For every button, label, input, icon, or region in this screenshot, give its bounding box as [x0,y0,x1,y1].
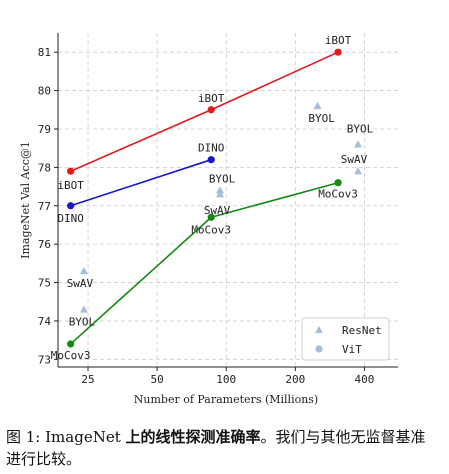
x-tick-label: 25 [81,373,94,386]
caption-suffix: 。我们与其他无监督基准进行比较。 [6,428,426,468]
point-label: MoCov3 [191,223,231,236]
point-label: DINO [57,212,84,225]
legend-marker-triangle [315,326,323,333]
point-label: SwAV [341,153,368,166]
x-tick-label: 50 [151,373,164,386]
figure-caption: 图 1: ImageNet 上的线性探测准确率。我们与其他无监督基准进行比较。 [6,426,436,470]
data-point-mocov3 [67,340,75,348]
y-tick-label: 79 [38,123,51,136]
point-label: MoCov3 [318,188,358,201]
resnet-point [354,140,363,148]
data-point-dino [67,202,75,210]
axes [54,33,398,371]
legend-marker-circle [315,345,323,353]
y-tick-label: 76 [38,238,51,251]
point-label: BYOL [308,112,335,125]
y-tick-label: 81 [38,46,51,59]
point-label: DINO [198,142,225,155]
chart: iBOT iBOT iBOT DINO DINO MoCov3 MoCov3 MoCov3 Sw… [19,33,398,406]
resnet-point [79,266,88,275]
y-tick-label: 78 [38,161,51,174]
data-points [67,48,363,348]
resnet-point [313,101,322,110]
point-label: iBOT [198,92,225,105]
data-point-ibot [334,48,342,56]
point-label: SwAV [67,277,94,290]
y-axis-label: ImageNet Val Acc@1 [19,141,32,259]
point-label: BYOL [347,122,374,135]
y-tick-label: 80 [38,85,51,98]
legend: ResNet ViT [301,317,390,361]
data-point-ibot [207,106,215,114]
legend-label: ResNet [342,324,382,337]
y-tick-label: 75 [38,277,51,290]
caption-prefix: 图 1: ImageNet [6,428,126,446]
point-label: BYOL [69,315,96,328]
data-point-mocov3 [334,179,342,187]
resnet-point [216,190,225,198]
y-tick-label: 73 [38,353,51,366]
y-tick-label: 77 [38,200,51,213]
series-line-dino [70,158,212,207]
point-label: SwAV [204,204,231,217]
tick-labels: 73 74 75 76 77 78 79 80 81 25 50 100 200 400 [38,46,375,386]
grid [58,33,398,367]
legend-box [301,317,390,361]
point-labels: iBOT iBOT iBOT DINO DINO MoCov3 MoCov3 MoCov3 Sw… [51,34,374,362]
data-point-dino [207,156,215,164]
caption-bold: 上的线性探测准确率 [125,428,261,446]
data-point-ibot [67,167,75,175]
legend-label: ViT [342,343,362,356]
y-tick-label: 74 [38,315,52,328]
point-label: MoCov3 [51,349,91,362]
point-label: iBOT [325,34,352,47]
point-label: iBOT [57,179,84,192]
x-tick-label: 400 [355,373,375,386]
x-tick-label: 200 [285,373,305,386]
resnet-point [79,305,88,313]
data-point-mocov3 [207,213,215,221]
x-axis-label: Number of Parameters (Millions) [134,393,318,406]
x-tick-label: 100 [216,373,236,386]
point-label: BYOL [209,172,236,185]
resnet-point [216,186,225,194]
resnet-point [354,167,363,175]
